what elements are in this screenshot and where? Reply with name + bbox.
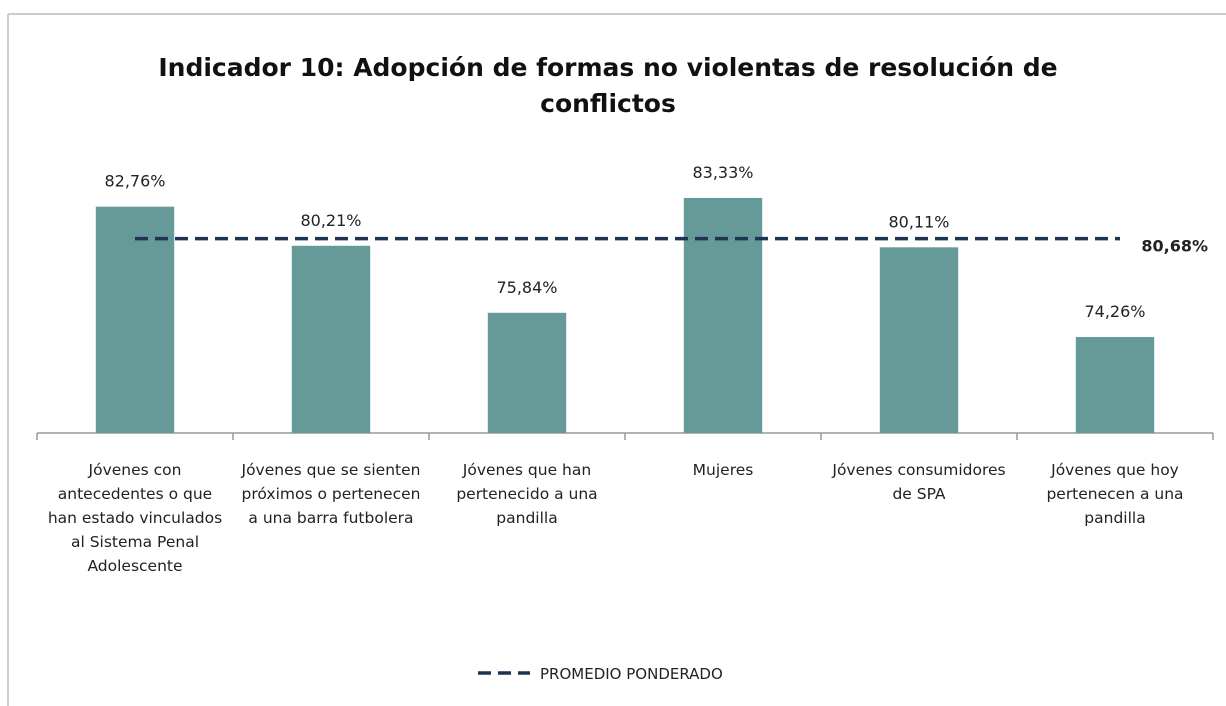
x-tick-label: Jóvenes consumidores de SPA xyxy=(832,461,1006,503)
bar xyxy=(879,247,959,433)
x-tick-label: Jóvenes que se sienten próximos o perten… xyxy=(241,461,421,527)
data-label: 80,11% xyxy=(888,212,949,231)
x-tick-label: Jóvenes que han pertenecido a una pandil… xyxy=(456,461,598,527)
bar xyxy=(291,245,371,433)
legend-label: PROMEDIO PONDERADO xyxy=(540,665,723,683)
reference-label: 80,68% xyxy=(1141,237,1208,256)
x-tick-label: Jóvenes con antecedentes o que han estad… xyxy=(47,461,223,575)
bar xyxy=(95,206,175,433)
chart-title: Indicador 10: Adopción de formas no viol… xyxy=(158,53,1058,118)
bar xyxy=(683,197,763,433)
x-tick-label: Jóvenes que hoy pertenecen a una pandill… xyxy=(1046,461,1184,527)
data-label: 75,84% xyxy=(496,278,557,297)
x-tick-label: Mujeres xyxy=(692,461,754,479)
data-label: 80,21% xyxy=(300,211,361,230)
data-label: 74,26% xyxy=(1084,302,1145,321)
data-label: 83,33% xyxy=(692,163,753,182)
bar xyxy=(487,312,567,433)
data-label: 82,76% xyxy=(104,172,165,191)
bar xyxy=(1075,337,1155,433)
